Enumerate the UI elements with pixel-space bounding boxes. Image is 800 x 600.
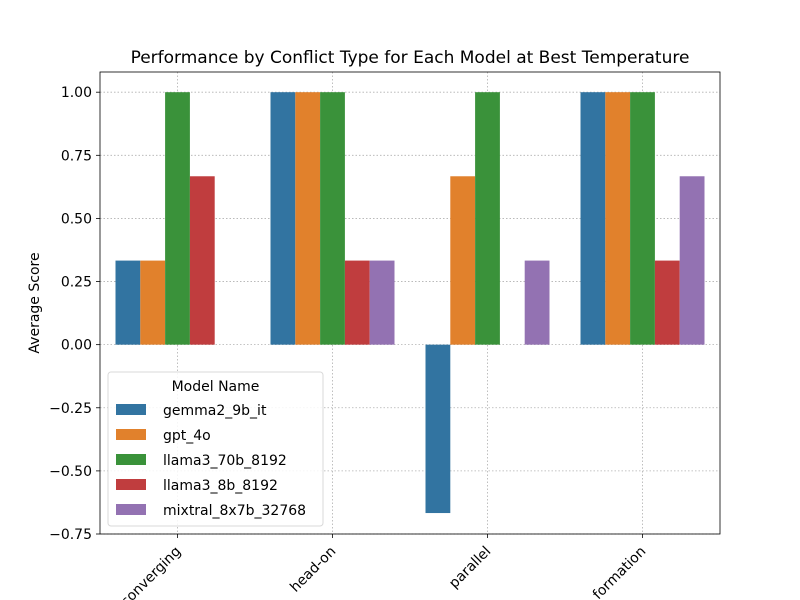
bar-mixtral_8x7b_32768-head-on: [369, 260, 395, 345]
y-axis-label: Average Score: [27, 252, 43, 353]
y-axis-ticks: 1.00 0.75 0.50 0.25 0.00 −0.25 −0.50 −0.75: [49, 85, 100, 543]
bar-gpt_4o-formation: [605, 92, 631, 345]
x-tick-label: converging: [118, 544, 185, 600]
y-tick-label: −0.50: [49, 464, 92, 480]
x-tick-label: formation: [590, 544, 649, 600]
x-axis-ticks: converging head-on parallel formation: [118, 534, 649, 600]
legend-swatch-llama3_8b_8192: [116, 479, 146, 490]
legend-swatch-gpt_4o: [116, 429, 146, 440]
legend-label: mixtral_8x7b_32768: [163, 503, 306, 519]
x-tick-label: head-on: [287, 544, 339, 596]
bar-llama3_8b_8192-converging: [189, 176, 215, 345]
bar-gemma2_9b_it-formation: [580, 92, 606, 345]
bar-llama3_70b_8192-converging: [165, 92, 190, 345]
legend-label: gemma2_9b_it: [163, 403, 267, 419]
legend-box: [107, 371, 324, 527]
bar-gpt_4o-parallel: [450, 176, 476, 345]
bar-mixtral_8x7b_32768-parallel: [524, 260, 550, 345]
y-tick-label: 0.50: [61, 211, 92, 227]
legend: Model Name gemma2_9b_it gpt_4o llama3_70b_8…: [107, 371, 324, 527]
legend-label: gpt_4o: [163, 428, 211, 444]
bar-llama3_70b_8192-formation: [630, 92, 655, 345]
bar-gpt_4o-converging: [140, 260, 166, 345]
legend-swatch-mixtral_8x7b_32768: [116, 504, 146, 515]
legend-swatch-gemma2_9b_it: [116, 404, 146, 415]
bar-gemma2_9b_it-head-on: [270, 92, 296, 345]
bars-group: [115, 92, 705, 514]
bar-llama3_70b_8192-parallel: [475, 92, 500, 345]
y-tick-label: −0.25: [49, 401, 92, 417]
bar-gpt_4o-head-on: [295, 92, 321, 345]
bar-llama3_70b_8192-head-on: [320, 92, 345, 345]
bar-gemma2_9b_it-parallel: [425, 344, 451, 514]
plot-border: [99, 71, 721, 535]
bar-mixtral_8x7b_32768-formation: [679, 176, 705, 345]
legend-title: Model Name: [172, 379, 260, 395]
legend-swatch-llama3_70b_8192: [116, 454, 146, 465]
plot-frame: [99, 71, 721, 535]
legend-label: llama3_70b_8192: [163, 453, 287, 469]
y-tick-label: 0.00: [61, 338, 92, 354]
x-tick-label: parallel: [446, 544, 494, 592]
y-tick-label: 0.25: [61, 275, 92, 291]
bar-gemma2_9b_it-converging: [115, 260, 141, 345]
legend-label: llama3_8b_8192: [163, 478, 278, 494]
y-tick-label: 0.75: [61, 148, 92, 164]
y-tick-label: 1.00: [61, 85, 92, 101]
y-tick-label: −0.75: [49, 527, 92, 543]
bar-llama3_8b_8192-head-on: [344, 260, 370, 345]
bar-llama3_8b_8192-formation: [654, 260, 680, 345]
chart-title: Performance by Conflict Type for Each Mo…: [131, 48, 690, 68]
